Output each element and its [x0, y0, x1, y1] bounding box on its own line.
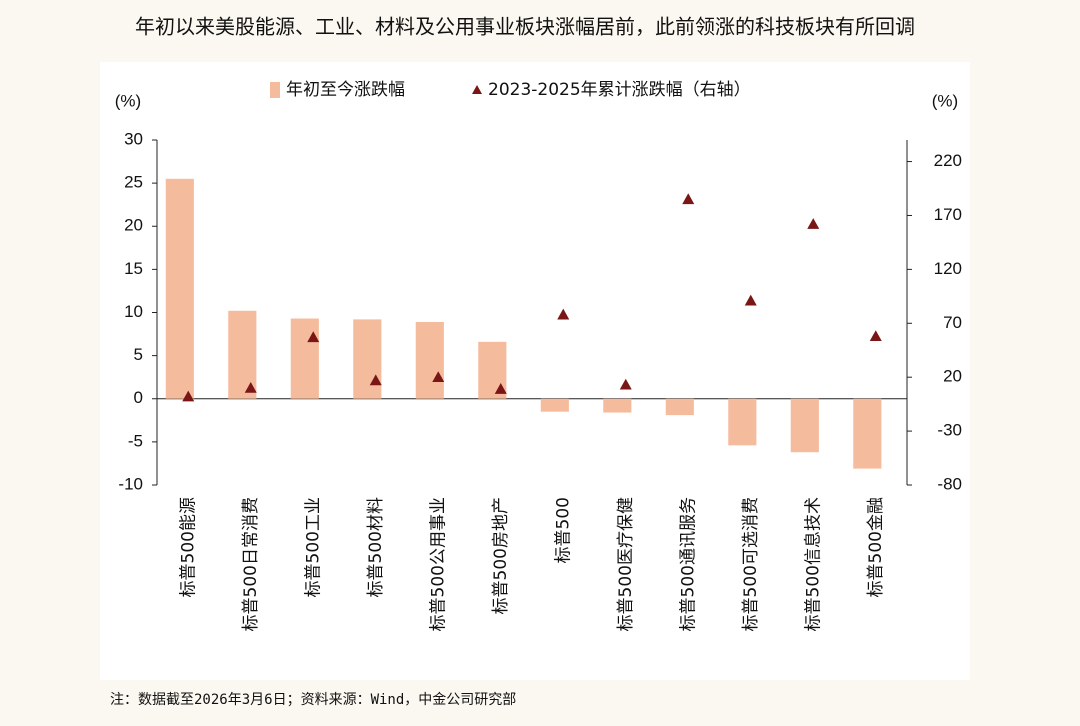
y2-tick-label: 220 [934, 151, 962, 170]
bar [790, 398, 819, 453]
x-tick-label: 标普500可选消费 [741, 497, 761, 631]
marker [432, 371, 445, 382]
x-tick-label: 标普500公用事业 [428, 497, 448, 631]
legend-label: 2023-2025年累计涨跌幅（右轴） [488, 80, 751, 100]
y2-tick-label: 20 [943, 367, 962, 386]
y-tick-label: -5 [128, 431, 143, 450]
x-tick-label: 标普500能源 [178, 497, 198, 597]
bar [665, 398, 694, 416]
y2-axis-label: (%) [932, 91, 958, 110]
bar [853, 398, 882, 469]
x-tick-label: 标普500金融 [866, 497, 886, 597]
x-tick-label: 标普500医疗保健 [616, 497, 636, 631]
y-tick-label: 5 [134, 345, 143, 364]
bar [290, 318, 319, 399]
bar [165, 178, 194, 399]
y-tick-label: 10 [124, 302, 143, 321]
marker [182, 390, 195, 402]
marker [619, 378, 632, 390]
y-axis-label: (%) [115, 91, 141, 110]
legend-label: 年初至今涨跌幅 [286, 80, 405, 100]
marker [744, 294, 757, 306]
marker [807, 218, 820, 229]
bar [540, 398, 569, 412]
y-tick-label: 30 [124, 129, 143, 148]
legend-swatch [472, 85, 482, 94]
y-tick-label: -10 [118, 474, 143, 493]
x-tick-label: 标普500日常消费 [241, 497, 261, 631]
x-tick-label: 标普500工业 [303, 497, 323, 597]
y2-tick-label: 120 [934, 259, 962, 278]
marker [869, 330, 882, 342]
chart-title: 年初以来美股能源、工业、材料及公用事业板块涨幅居前，此前领涨的科技板块有所回调 [135, 15, 915, 39]
marker [557, 308, 570, 320]
y2-tick-label: 70 [943, 313, 962, 332]
x-tick-label: 标普500房地产 [491, 497, 511, 614]
bar [728, 398, 757, 446]
x-tick-label: 标普500材料 [366, 497, 386, 597]
marker [494, 383, 507, 394]
bar [603, 398, 632, 413]
bar [415, 321, 444, 399]
y2-tick-label: -80 [937, 474, 962, 493]
y-tick-label: 20 [124, 216, 143, 235]
legend-swatch [270, 82, 280, 98]
y-tick-label: 25 [124, 173, 143, 192]
footnote: 注：数据截至2026年3月6日；资料来源：Wind，中金公司研究部 [110, 692, 516, 708]
bar [353, 319, 382, 399]
x-tick-label: 标普500 [553, 497, 573, 563]
y2-tick-label: 170 [934, 205, 962, 224]
y2-tick-label: -30 [937, 421, 962, 440]
marker [369, 374, 382, 386]
marker [307, 331, 320, 343]
marker [244, 381, 257, 393]
marker [682, 193, 695, 205]
x-tick-label: 标普500通讯服务 [678, 497, 698, 631]
y-tick-label: 0 [134, 388, 143, 407]
x-tick-label: 标普500信息技术 [803, 497, 823, 631]
y-tick-label: 15 [124, 259, 143, 278]
